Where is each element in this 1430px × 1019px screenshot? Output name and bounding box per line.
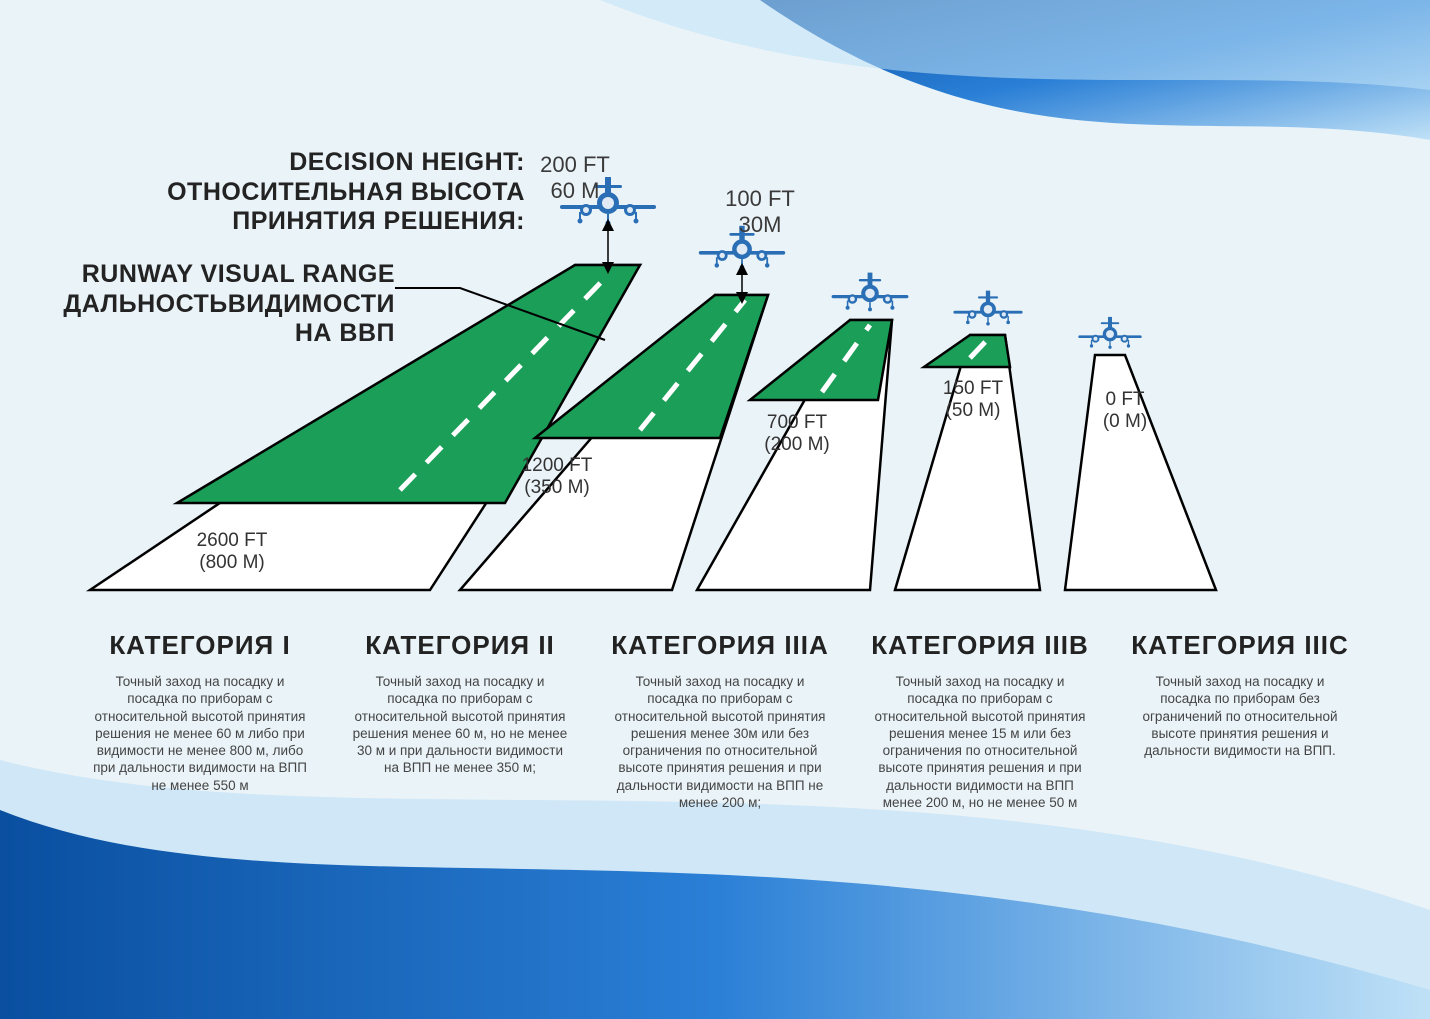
category-title: КАТЕГОРИЯ IIIA: [610, 630, 830, 661]
runway-4: [895, 335, 1040, 590]
dh-m: 30M: [715, 212, 805, 238]
rvr-ft: 1200 FT: [522, 455, 593, 476]
category-title: КАТЕГОРИЯ I: [90, 630, 310, 661]
category-title: КАТЕГОРИЯ II: [350, 630, 570, 661]
category-title: КАТЕГОРИЯ IIIC: [1130, 630, 1350, 661]
decision-height-value: 200 FT60 M: [530, 152, 620, 204]
rvr-ft: 150 FT: [943, 378, 1003, 399]
category-column: КАТЕГОРИЯ II Точный заход на посадку и п…: [350, 630, 570, 811]
category-description: Точный заход на посадку и посадка по при…: [870, 673, 1090, 811]
rvr-m: (50 M): [946, 400, 1001, 421]
rvr-m: (350 M): [524, 477, 589, 498]
rvr-value: 1200 FT(350 M): [502, 455, 612, 499]
rvr-m: (800 M): [199, 552, 264, 573]
category-column: КАТЕГОРИЯ IIIA Точный заход на посадку и…: [610, 630, 830, 811]
rvr-value: 150 FT(50 M): [918, 378, 1028, 422]
rvr-value: 0 FT(0 M): [1070, 389, 1180, 433]
rvr-ft: 0 FT: [1105, 389, 1144, 410]
category-column: КАТЕГОРИЯ I Точный заход на посадку и по…: [90, 630, 310, 811]
airplane-icon: [832, 273, 909, 312]
rvr-ft: 2600 FT: [197, 530, 268, 551]
rvr-ft: 700 FT: [767, 412, 827, 433]
rvr-m: (0 M): [1103, 411, 1147, 432]
dh-ft: 100 FT: [725, 186, 795, 211]
category-column: КАТЕГОРИЯ IIIC Точный заход на посадку и…: [1130, 630, 1350, 811]
runways-diagram: [0, 0, 1430, 1019]
dh-ft: 200 FT: [540, 152, 610, 177]
category-description: Точный заход на посадку и посадка по при…: [350, 673, 570, 777]
infographic-stage: DECISION HEIGHT: ОТНОСИТЕЛЬНАЯ ВЫСОТА ПР…: [0, 0, 1430, 1019]
dh-m: 60 M: [530, 178, 620, 204]
decision-height-value: 100 FT30M: [715, 186, 805, 238]
category-column: КАТЕГОРИЯ IIIB Точный заход на посадку и…: [870, 630, 1090, 811]
airplane-icon: [953, 291, 1022, 326]
rvr-value: 2600 FT(800 M): [177, 530, 287, 574]
category-description: Точный заход на посадку и посадка по при…: [1130, 673, 1350, 759]
category-title: КАТЕГОРИЯ IIIB: [870, 630, 1090, 661]
category-description: Точный заход на посадку и посадка по при…: [610, 673, 830, 811]
category-description: Точный заход на посадку и посадка по при…: [90, 673, 310, 794]
rvr-value: 700 FT(200 M): [742, 412, 852, 456]
categories-row: КАТЕГОРИЯ I Точный заход на посадку и по…: [90, 630, 1350, 811]
rvr-m: (200 M): [764, 434, 829, 455]
airplane-icon: [1078, 317, 1141, 349]
